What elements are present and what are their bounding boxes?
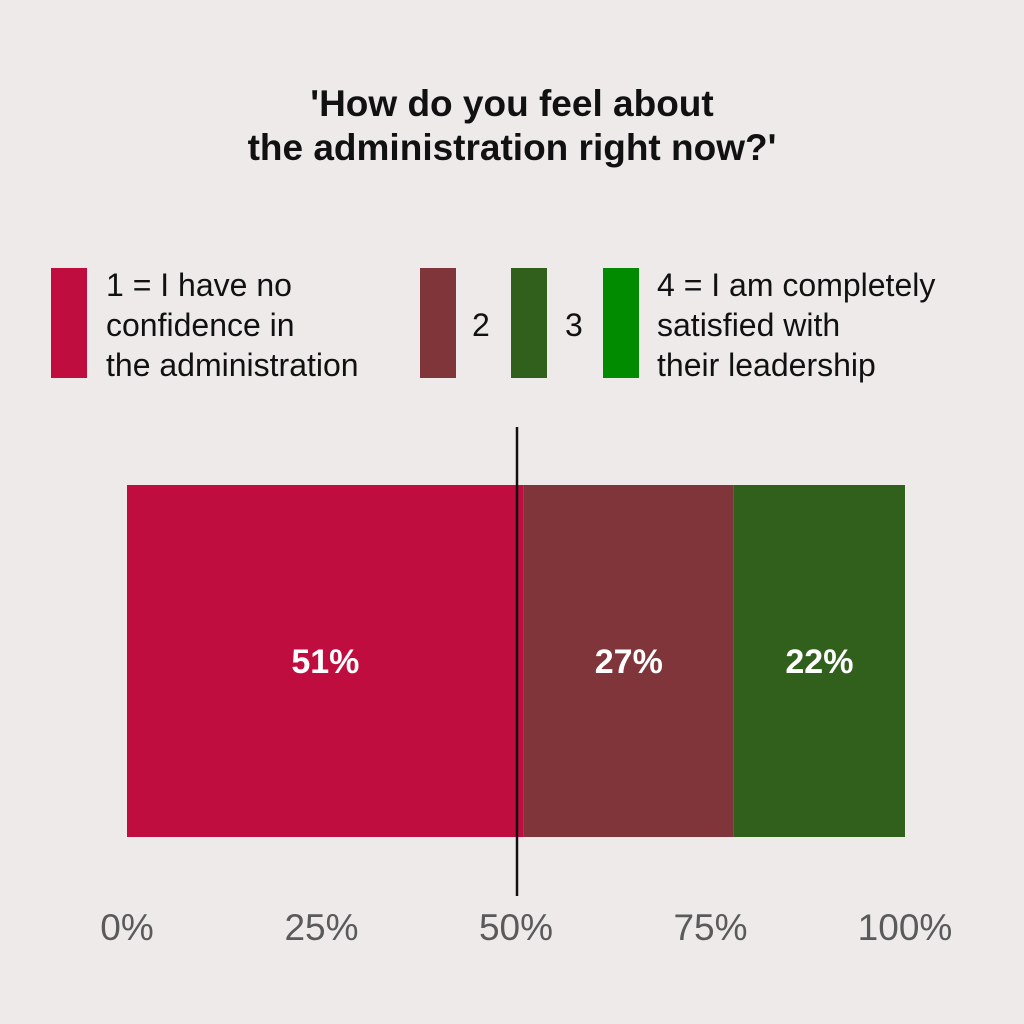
legend-label-2: 2 — [472, 305, 490, 345]
x-tick-label-50: 50% — [479, 907, 553, 948]
legend-label-3-line-1: 3 — [565, 307, 583, 343]
legend-label-4-line-3: their leadership — [657, 347, 876, 383]
legend-label-4-line-1: 4 = I am completely — [657, 267, 936, 303]
data-label-2: 27% — [595, 643, 663, 681]
legend-label-3: 3 — [565, 305, 583, 345]
x-tick-label-25: 25% — [284, 907, 358, 948]
legend-label-4: 4 = I am completely satisfied with their… — [657, 265, 935, 385]
bar-segment-2 — [523, 485, 734, 837]
data-label-3: 22% — [785, 643, 853, 681]
legend-swatch-3 — [511, 268, 547, 378]
bar-segment-1 — [127, 485, 524, 837]
legend-label-1-line-2: confidence in — [106, 307, 295, 343]
legend-swatch-4 — [603, 268, 639, 378]
legend-label-4-line-2: satisfied with — [657, 307, 841, 343]
legend-swatch-1 — [51, 268, 87, 378]
legend-label-1-line-1: 1 = I have no — [106, 267, 292, 303]
chart-title: 'How do you feel about the administratio… — [0, 82, 1024, 170]
legend-label-1-line-3: the administration — [106, 347, 359, 383]
data-label-1: 51% — [291, 643, 359, 681]
chart-title-line-1: 'How do you feel about — [310, 83, 714, 124]
x-tick-label-75: 75% — [673, 907, 747, 948]
x-tick-label-0: 0% — [100, 907, 153, 948]
legend-label-2-line-1: 2 — [472, 307, 490, 343]
bar-segment-3 — [733, 485, 905, 837]
chart-title-line-2: the administration right now?' — [247, 127, 777, 168]
x-tick-label-100: 100% — [858, 907, 953, 948]
legend-swatch-2 — [420, 268, 456, 378]
legend-label-1: 1 = I have no confidence in the administ… — [106, 265, 359, 385]
